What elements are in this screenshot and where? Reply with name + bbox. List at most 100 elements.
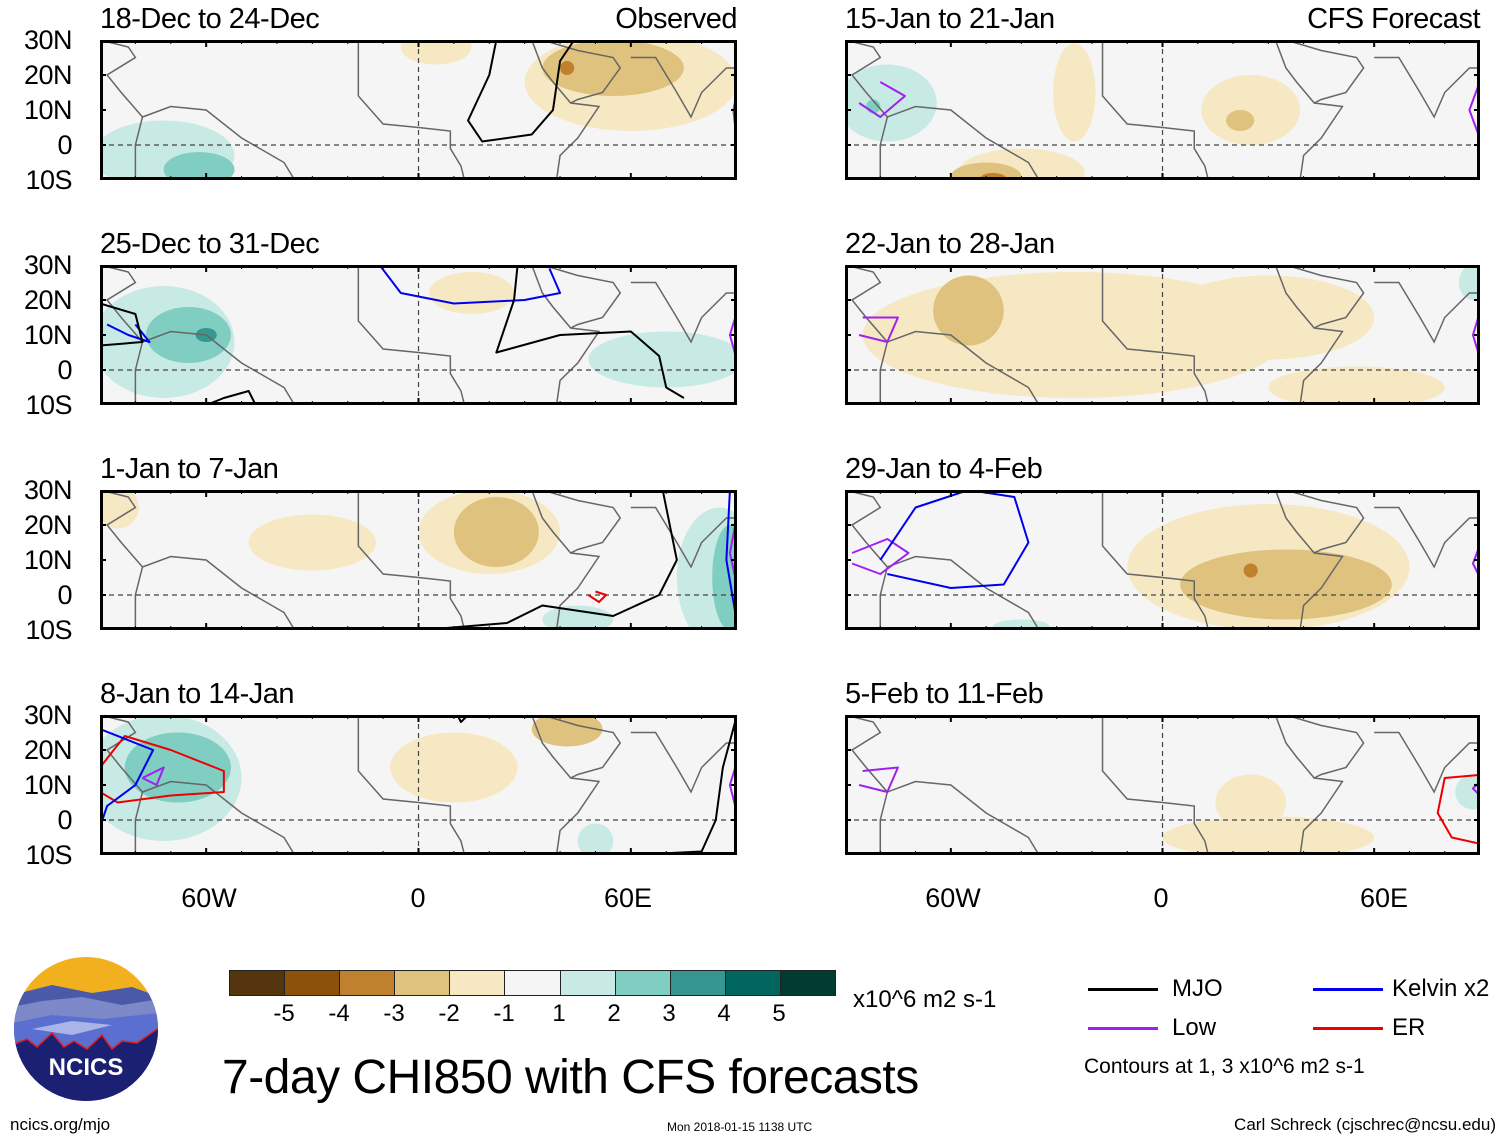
map-panel <box>100 715 737 855</box>
negative-anomaly-region <box>1162 275 1375 360</box>
negative-anomaly-region <box>1053 43 1096 142</box>
coastline <box>357 490 466 630</box>
low-contour <box>728 758 737 818</box>
negative-anomaly-region <box>560 61 575 75</box>
positive-anomaly-region <box>163 152 235 180</box>
coastline <box>887 105 1040 180</box>
positive-anomaly-region <box>542 605 614 630</box>
lat-label: 10N <box>23 95 73 125</box>
colorbar-units: x10^6 m2 s-1 <box>853 986 997 1013</box>
coastline <box>531 40 601 180</box>
coastline <box>542 265 622 329</box>
coastline <box>887 780 1040 855</box>
coastline <box>542 40 622 104</box>
negative-anomaly-region <box>453 497 539 567</box>
coastline <box>1274 265 1344 405</box>
colorbar-tick-label: 5 <box>772 1000 786 1027</box>
lon-label-0-left: 0 <box>410 883 426 913</box>
low-contour <box>1471 308 1480 362</box>
er-contour <box>100 735 225 804</box>
colorbar-tick-label: -3 <box>383 1000 405 1027</box>
coastline <box>1285 715 1365 779</box>
lat-label: 10S <box>25 165 72 195</box>
main-title: 7-day CHI850 with CFS forecasts <box>222 1051 919 1104</box>
kelvin-contour <box>100 728 155 828</box>
negative-anomaly-region <box>542 40 684 96</box>
panel-tag: CFS Forecast <box>1307 3 1480 35</box>
lat-label: 0 <box>57 130 72 160</box>
coastline <box>1274 490 1344 630</box>
ncics-logo: NCICS <box>14 957 158 1101</box>
coastline <box>531 490 601 630</box>
lat-label: 10S <box>25 840 72 870</box>
positive-anomaly-region <box>146 307 231 363</box>
coastline <box>357 265 466 405</box>
kelvin-contour <box>106 323 151 343</box>
colorbar <box>229 970 836 996</box>
colorbar-tick-label: -4 <box>328 1000 350 1027</box>
negative-anomaly-region <box>933 275 1004 346</box>
mjo-contour <box>100 302 144 347</box>
logo-text: NCICS <box>49 1054 124 1081</box>
panel-title: 29-Jan to 4-Feb <box>845 453 1043 485</box>
kelvin-contour <box>879 490 1030 589</box>
panel-title: 15-Jan to 21-Jan <box>845 3 1055 35</box>
negative-anomaly-region <box>390 732 518 803</box>
map-panel <box>845 490 1480 630</box>
lat-label: 10N <box>23 545 73 575</box>
map-panel <box>100 490 737 630</box>
panel-title: 1-Jan to 7-Jan <box>100 453 279 485</box>
low-contour <box>1471 780 1480 797</box>
coastline <box>357 40 466 180</box>
legend-kelvin-label: Kelvin x2 <box>1392 975 1490 1002</box>
coastline <box>1374 56 1480 119</box>
contour-note: Contours at 1, 3 x10^6 m2 s-1 <box>1084 1055 1365 1078</box>
lon-label-60w-right: 60W <box>925 883 981 913</box>
coastline <box>142 105 296 180</box>
low-contour <box>728 510 737 591</box>
coastline <box>100 40 144 180</box>
map-panel <box>100 40 737 180</box>
kelvin-contour <box>378 265 562 305</box>
coastline <box>142 555 296 630</box>
lat-label: 30N <box>23 475 73 505</box>
negative-anomaly-region <box>1201 75 1301 145</box>
positive-anomaly-region <box>1455 774 1480 810</box>
colorbar-swatch <box>284 971 340 995</box>
coastline <box>1285 265 1365 329</box>
lat-label: 20N <box>23 60 73 90</box>
coastline <box>142 780 296 855</box>
low-contour <box>858 81 906 118</box>
colorbar-swatch <box>230 971 285 995</box>
negative-anomaly-region <box>429 272 515 314</box>
coastline <box>1101 40 1210 180</box>
lat-label: 10N <box>23 320 73 350</box>
colorbar-tick-label: 4 <box>717 1000 731 1027</box>
coastline <box>100 265 144 405</box>
lat-label: 0 <box>57 805 72 835</box>
panel-title: 5-Feb to 11-Feb <box>845 678 1044 710</box>
coastline <box>1274 715 1344 855</box>
lat-label: 30N <box>23 700 73 730</box>
negative-anomaly-region <box>248 514 377 571</box>
coastline <box>845 40 889 180</box>
lat-label: 20N <box>23 285 73 315</box>
lat-label: 0 <box>57 355 72 385</box>
colorbar-swatch <box>339 971 395 995</box>
mjo-contour <box>495 265 685 399</box>
coastline <box>1374 281 1480 344</box>
site-url[interactable]: ncics.org/mjo <box>10 1115 111 1134</box>
coastline <box>100 490 144 630</box>
coastline <box>531 715 601 855</box>
kelvin-contour <box>725 490 737 624</box>
author-credit: Carl Schreck (cjschrec@ncsu.edu) <box>1234 1115 1496 1134</box>
low-contour <box>142 766 165 786</box>
coastline <box>630 281 737 344</box>
positive-anomaly-region <box>577 823 614 855</box>
coastline <box>1101 490 1210 630</box>
coastline <box>845 265 889 405</box>
legend-kelvin-line <box>1313 988 1383 991</box>
coastline <box>845 490 889 630</box>
negative-anomaly-region <box>1268 366 1445 405</box>
coastline <box>887 555 1040 630</box>
